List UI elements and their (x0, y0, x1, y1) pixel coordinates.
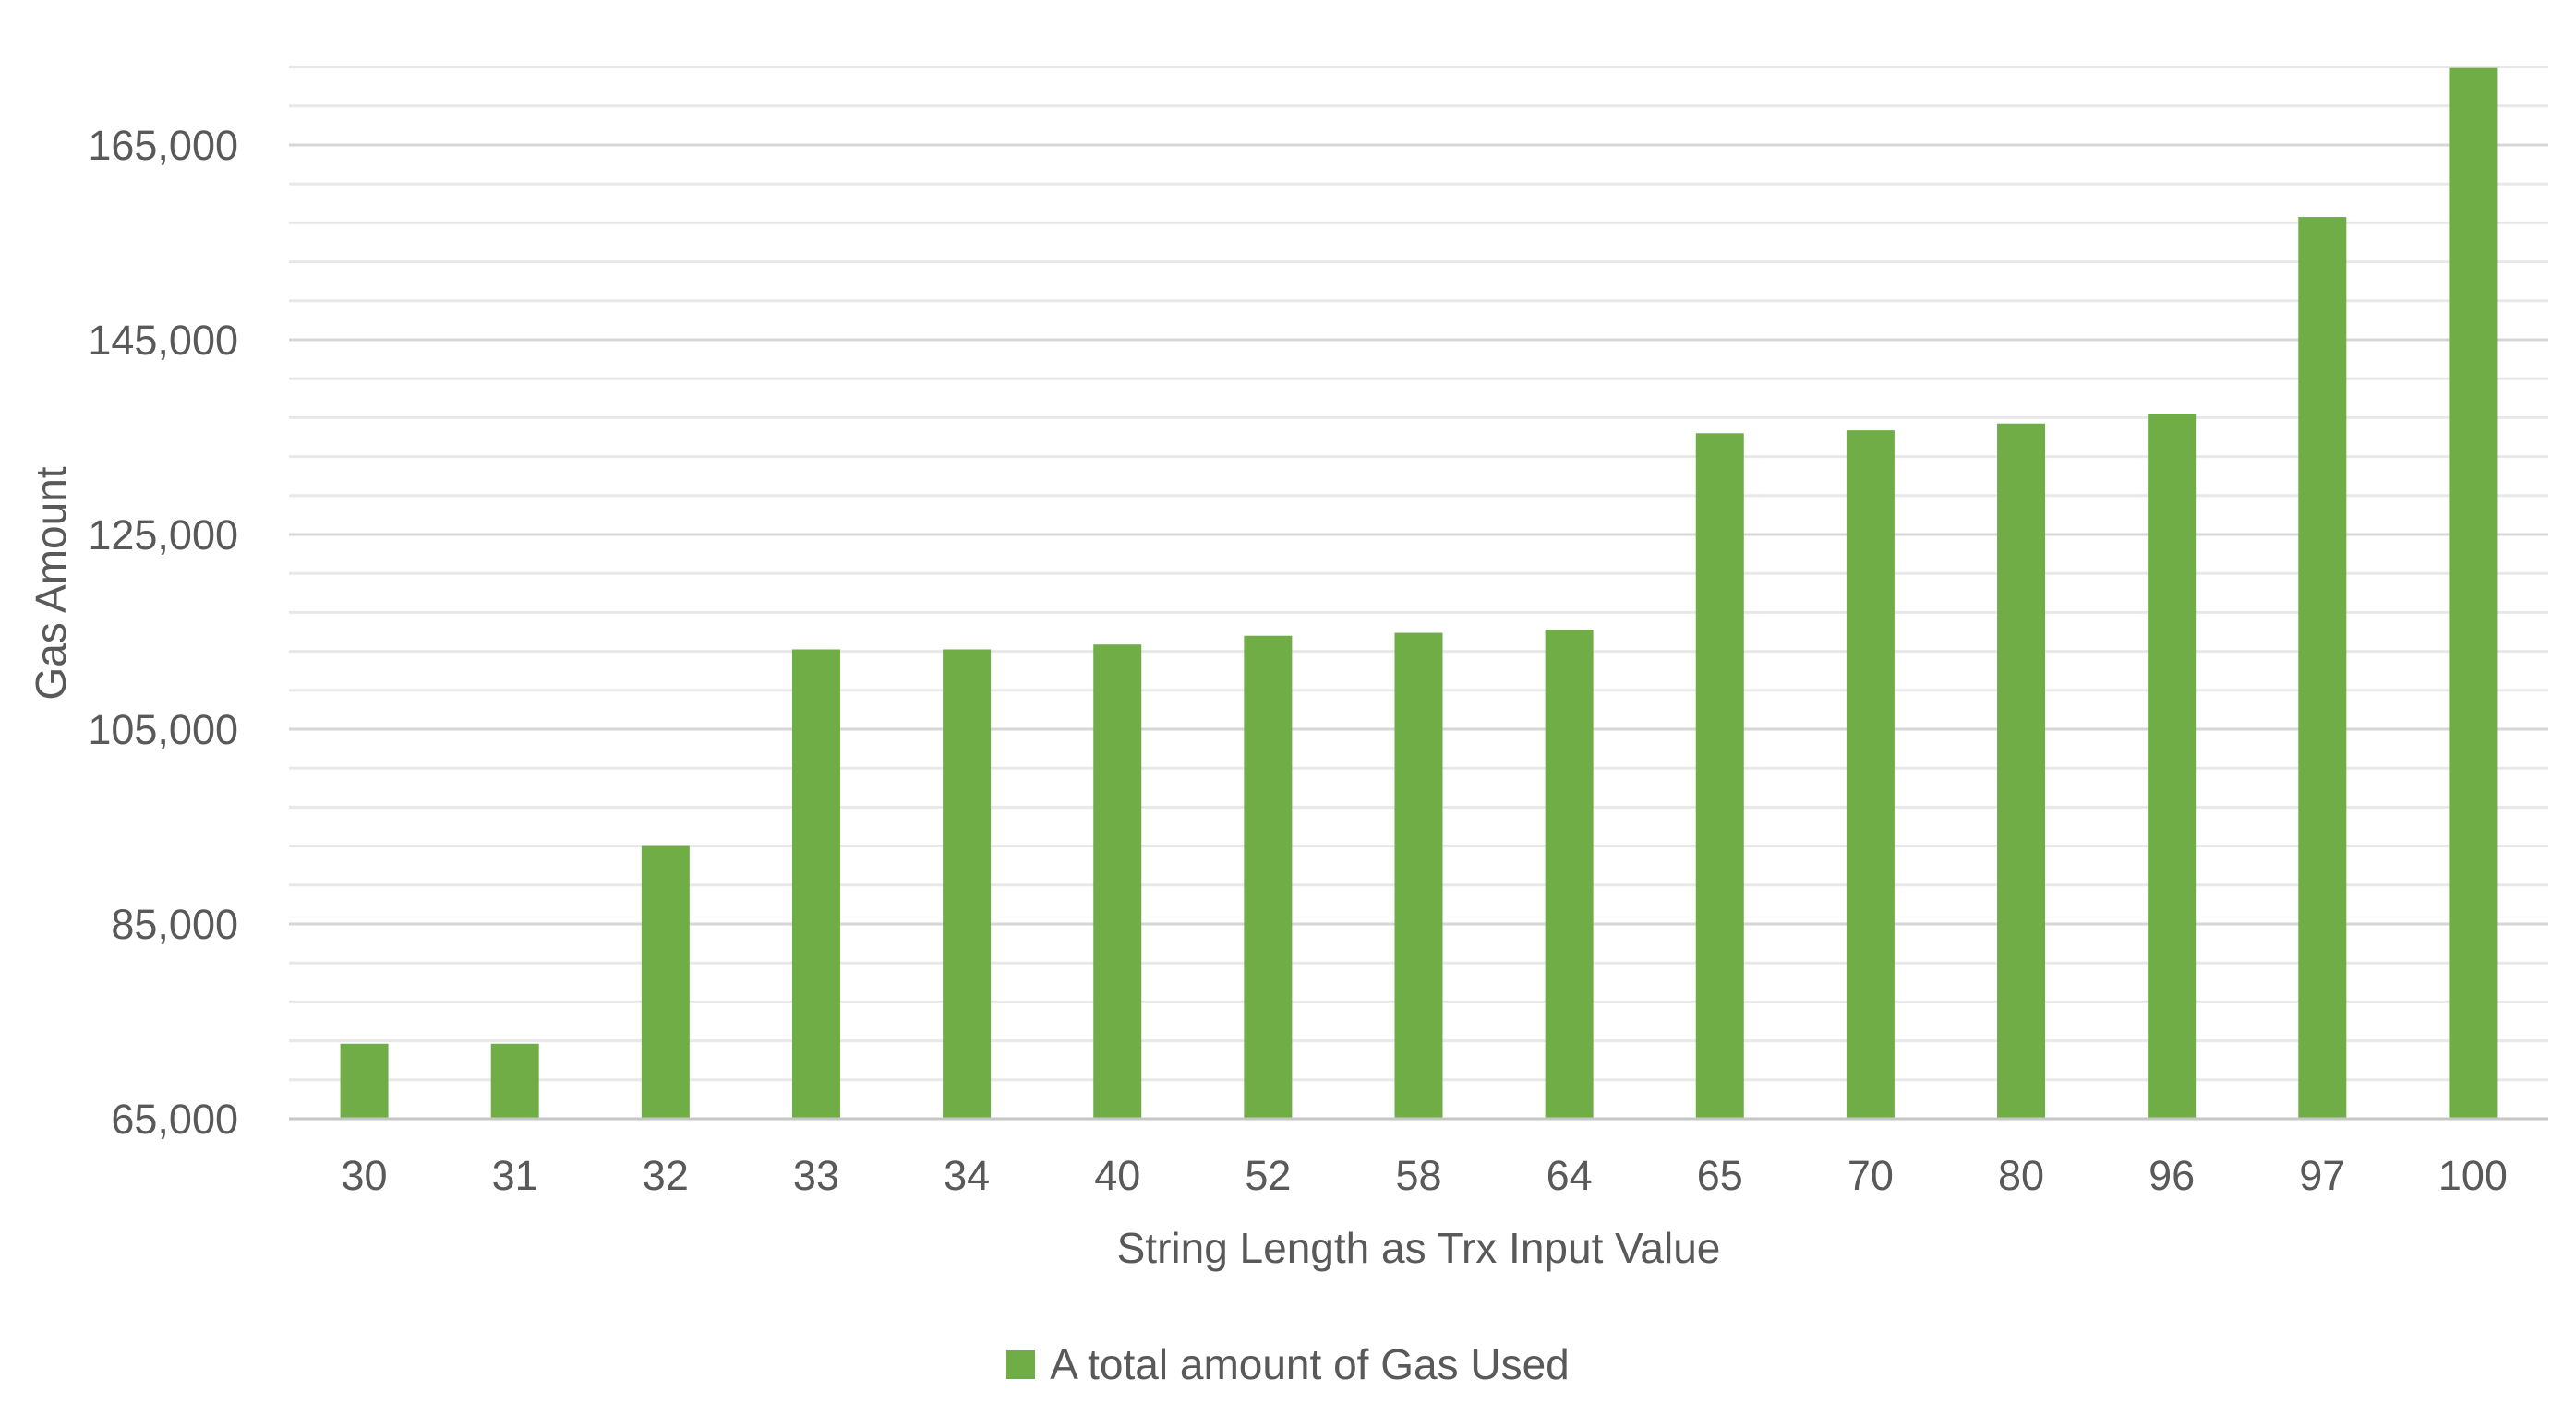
x-tick-label: 100 (2438, 1152, 2508, 1199)
x-tick-label: 58 (1395, 1152, 1441, 1199)
y-axis-title: Gas Amount (27, 466, 75, 701)
y-tick-label: 145,000 (88, 317, 238, 364)
bar (340, 1043, 389, 1119)
bar (2148, 414, 2197, 1119)
x-tick-label: 70 (1848, 1152, 1894, 1199)
x-tick-label: 34 (944, 1152, 990, 1199)
bar (943, 649, 992, 1119)
y-tick-label: 165,000 (88, 122, 238, 169)
legend-marker-swatch (1006, 1349, 1036, 1379)
y-tick-label: 105,000 (88, 706, 238, 753)
bar (1997, 423, 2046, 1120)
x-tick-label: 64 (1547, 1152, 1593, 1199)
y-tick-label: 125,000 (88, 511, 238, 558)
x-tick-label: 52 (1245, 1152, 1291, 1199)
y-tick-label: 85,000 (111, 901, 238, 948)
bar (490, 1043, 539, 1119)
legend: A total amount of Gas Used (0, 1340, 2576, 1388)
x-tick-label: 96 (2149, 1152, 2195, 1199)
x-axis-title: String Length as Trx Input Value (1116, 1224, 1721, 1272)
bar (2298, 217, 2347, 1119)
bar (641, 845, 690, 1119)
y-tick-label: 65,000 (111, 1096, 238, 1143)
bar (1244, 635, 1293, 1119)
x-tick-label: 30 (342, 1152, 388, 1199)
x-tick-label: 80 (1998, 1152, 2044, 1199)
bar (791, 649, 840, 1119)
bar (1846, 430, 1895, 1119)
legend-label: A total amount of Gas Used (1050, 1340, 1570, 1388)
x-tick-label: 97 (2299, 1152, 2345, 1199)
x-tick-label: 40 (1094, 1152, 1140, 1199)
bar (1545, 630, 1594, 1119)
bar (1093, 644, 1142, 1119)
bar (1695, 433, 1744, 1119)
x-tick-label: 33 (793, 1152, 839, 1199)
bar (2449, 67, 2498, 1119)
x-tick-label: 65 (1697, 1152, 1743, 1199)
x-tick-label: 32 (643, 1152, 689, 1199)
bar (1394, 632, 1443, 1119)
x-tick-label: 31 (492, 1152, 538, 1199)
